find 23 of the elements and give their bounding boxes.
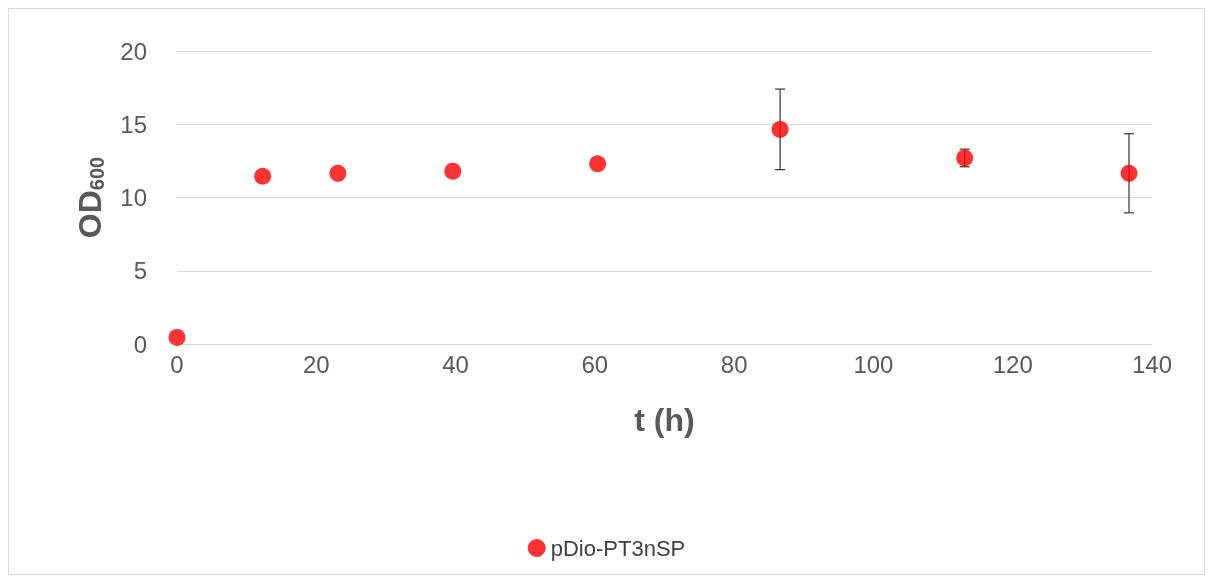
point: [771, 120, 789, 138]
x-tick-label: 0: [170, 350, 184, 378]
point: [589, 155, 607, 173]
x-tick-label: 80: [720, 350, 748, 378]
x-axis-title: t (h): [634, 402, 695, 438]
x-tick-label: 140: [1131, 350, 1173, 378]
point: [254, 167, 272, 185]
y-tick-label: 5: [133, 257, 147, 285]
point: [168, 328, 186, 346]
y-axis-title: OD600: [72, 156, 108, 239]
point: [444, 162, 462, 180]
y-tick-label: 15: [120, 110, 147, 138]
x-tick-label: 120: [992, 350, 1033, 378]
x-tick-label: 20: [302, 350, 330, 378]
legend-label: pDio-PT3nSP: [550, 535, 686, 561]
y-tick-label: 0: [133, 330, 147, 358]
x-tick-label: 40: [442, 350, 469, 378]
x-tick-label: 60: [581, 350, 609, 378]
y-tick-label: 20: [120, 37, 147, 65]
y-tick-label: 10: [120, 184, 147, 211]
point: [1120, 164, 1138, 182]
x-tick-label: 100: [853, 350, 894, 378]
point: [329, 164, 347, 182]
